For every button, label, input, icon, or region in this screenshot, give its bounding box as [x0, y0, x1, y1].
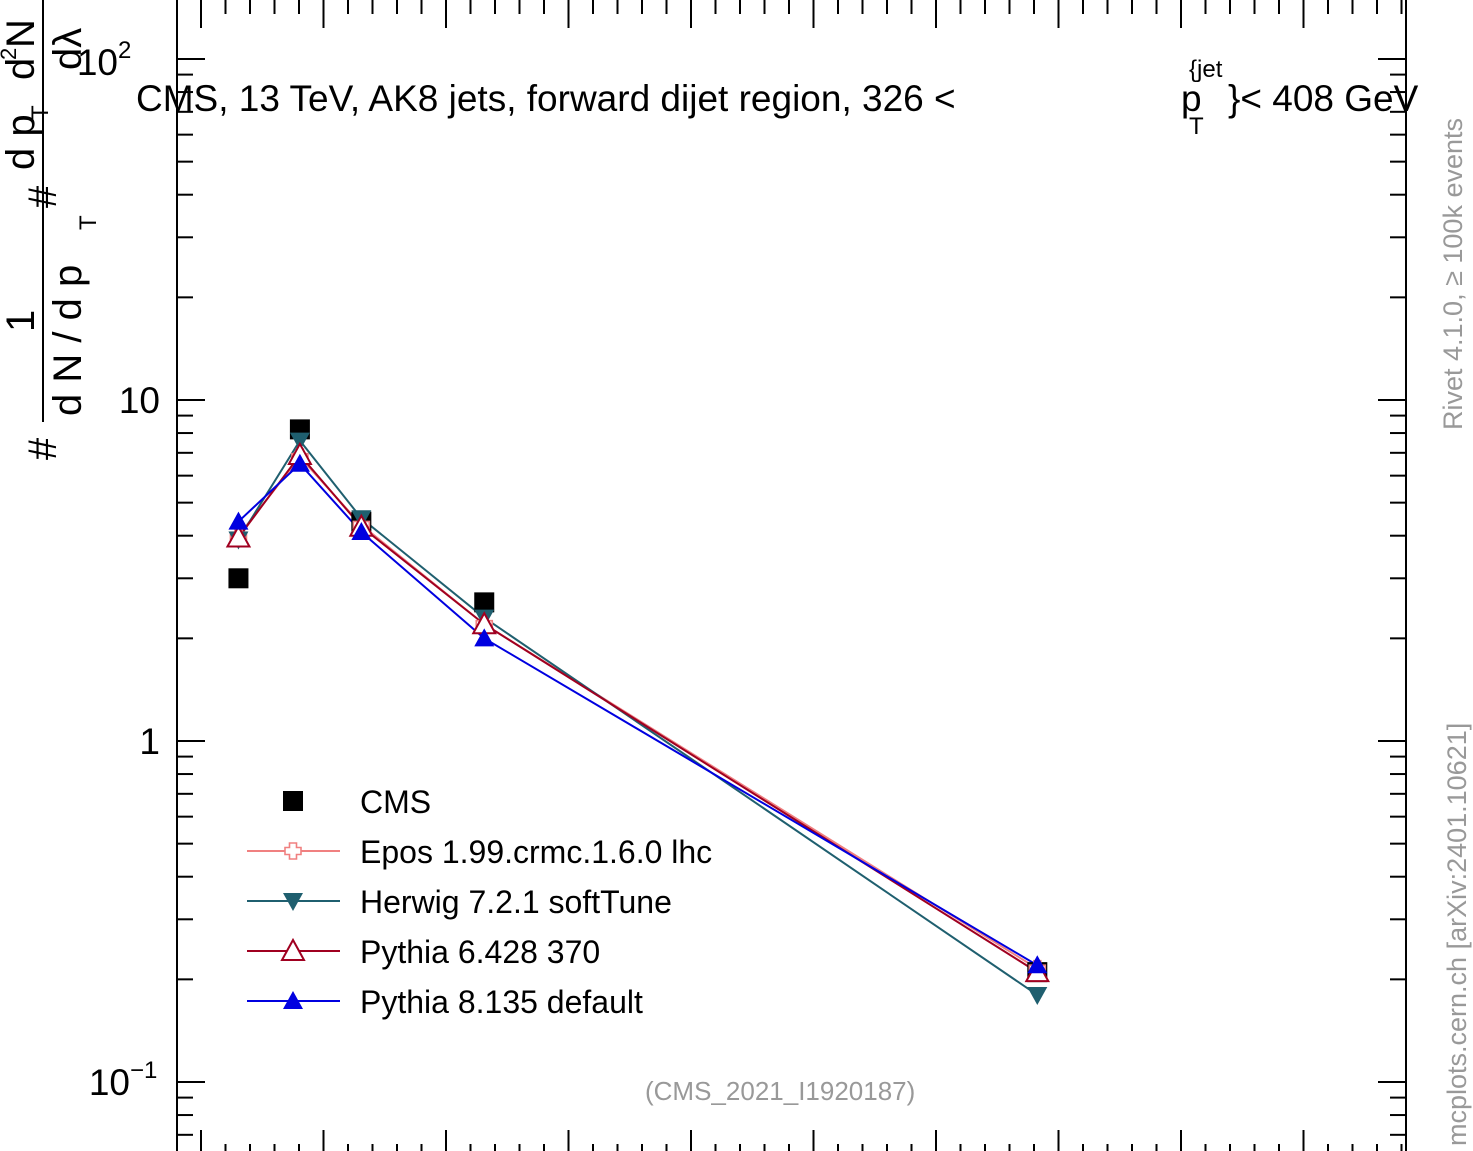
y-tick-label: 10 −1 — [89, 1057, 158, 1103]
legend-marker — [284, 842, 302, 860]
y-tick-label-base: 1 — [139, 721, 160, 762]
rivet-label: Rivet 4.1.0, ≥ 100k events — [1438, 118, 1468, 430]
plot-frame — [176, 0, 1407, 1151]
ytitle-two: 2 — [0, 48, 21, 60]
ytitle-dpT: d p — [0, 114, 43, 170]
legend-marker — [283, 991, 303, 1009]
y-tick-label-base: 10 — [89, 1062, 130, 1103]
legend-label: Pythia 8.135 default — [360, 984, 643, 1020]
title-p: p — [1181, 78, 1202, 119]
legend-entry: Pythia 6.428 370 — [247, 934, 600, 970]
title-text: CMS, 13 TeV, AK8 jets, forward dijet reg… — [136, 78, 956, 119]
series-markers-4 — [228, 453, 1048, 974]
ytitle-T2: T — [27, 105, 54, 120]
ytitle-hash2: # — [21, 185, 65, 208]
x-ticks — [200, 0, 1403, 1151]
data-point — [225, 524, 252, 548]
data-point — [1027, 955, 1048, 974]
data-point — [228, 511, 249, 530]
y-tick-label-exp: −1 — [130, 1057, 157, 1084]
y-tick-label-base: 10 — [119, 380, 160, 421]
legend-entry: CMS — [283, 784, 431, 820]
title-sub: T — [1189, 113, 1204, 140]
legend: CMS Epos 1.99.crmc.1.6.0 lhc Herwig 7.2.1 … — [247, 784, 712, 1020]
legend-label: Pythia 6.428 370 — [360, 934, 600, 970]
ytitle-N: N — [0, 19, 43, 48]
ytitle-T: T — [75, 215, 102, 230]
series-layer — [225, 419, 1050, 1005]
y-axis-title: # 1 d N / d p T # d p T d 2 N dλ — [0, 0, 102, 460]
legend-entry: Herwig 7.2.1 softTune — [247, 884, 672, 920]
data-point — [289, 453, 310, 472]
legend-marker — [280, 937, 306, 961]
data-point — [289, 432, 310, 451]
ytitle-one: 1 — [0, 310, 43, 332]
y-tick-label-base: 10 — [77, 42, 118, 83]
ytitle-hash: # — [21, 437, 65, 460]
ytitle-dN: d N / d p — [46, 265, 90, 416]
title-sup: {jet — [1189, 56, 1223, 83]
plot-title: CMS, 13 TeV, AK8 jets, forward dijet reg… — [136, 56, 1419, 140]
y-tick-label-exp: 2 — [118, 37, 131, 64]
y-tick-label: 10 2 — [77, 37, 132, 83]
y-tick-label: 1 — [139, 721, 160, 762]
data-point — [228, 568, 249, 589]
legend-label: Epos 1.99.crmc.1.6.0 lhc — [360, 834, 712, 870]
legend-marker — [283, 791, 303, 811]
legend-marker — [283, 893, 303, 911]
data-point — [474, 628, 495, 647]
data-point — [351, 522, 372, 541]
y-tick-label: 10 — [119, 380, 160, 421]
legend-label: CMS — [360, 784, 431, 820]
analysis-reference: (CMS_2021_I1920187) — [645, 1076, 915, 1106]
ytitle-dl: dλ — [46, 28, 90, 70]
legend-label: Herwig 7.2.1 softTune — [360, 884, 672, 920]
data-point — [1027, 986, 1048, 1005]
legend-entry: Pythia 8.135 default — [247, 984, 643, 1020]
data-point — [474, 592, 495, 613]
ytitle-d2N: d — [0, 58, 43, 80]
title-end: }< 408 GeV — [1228, 78, 1419, 119]
mcplots-label: mcplots.cern.ch [arXiv:2401.10621] — [1442, 723, 1472, 1146]
legend-entry: Epos 1.99.crmc.1.6.0 lhc — [247, 834, 712, 870]
